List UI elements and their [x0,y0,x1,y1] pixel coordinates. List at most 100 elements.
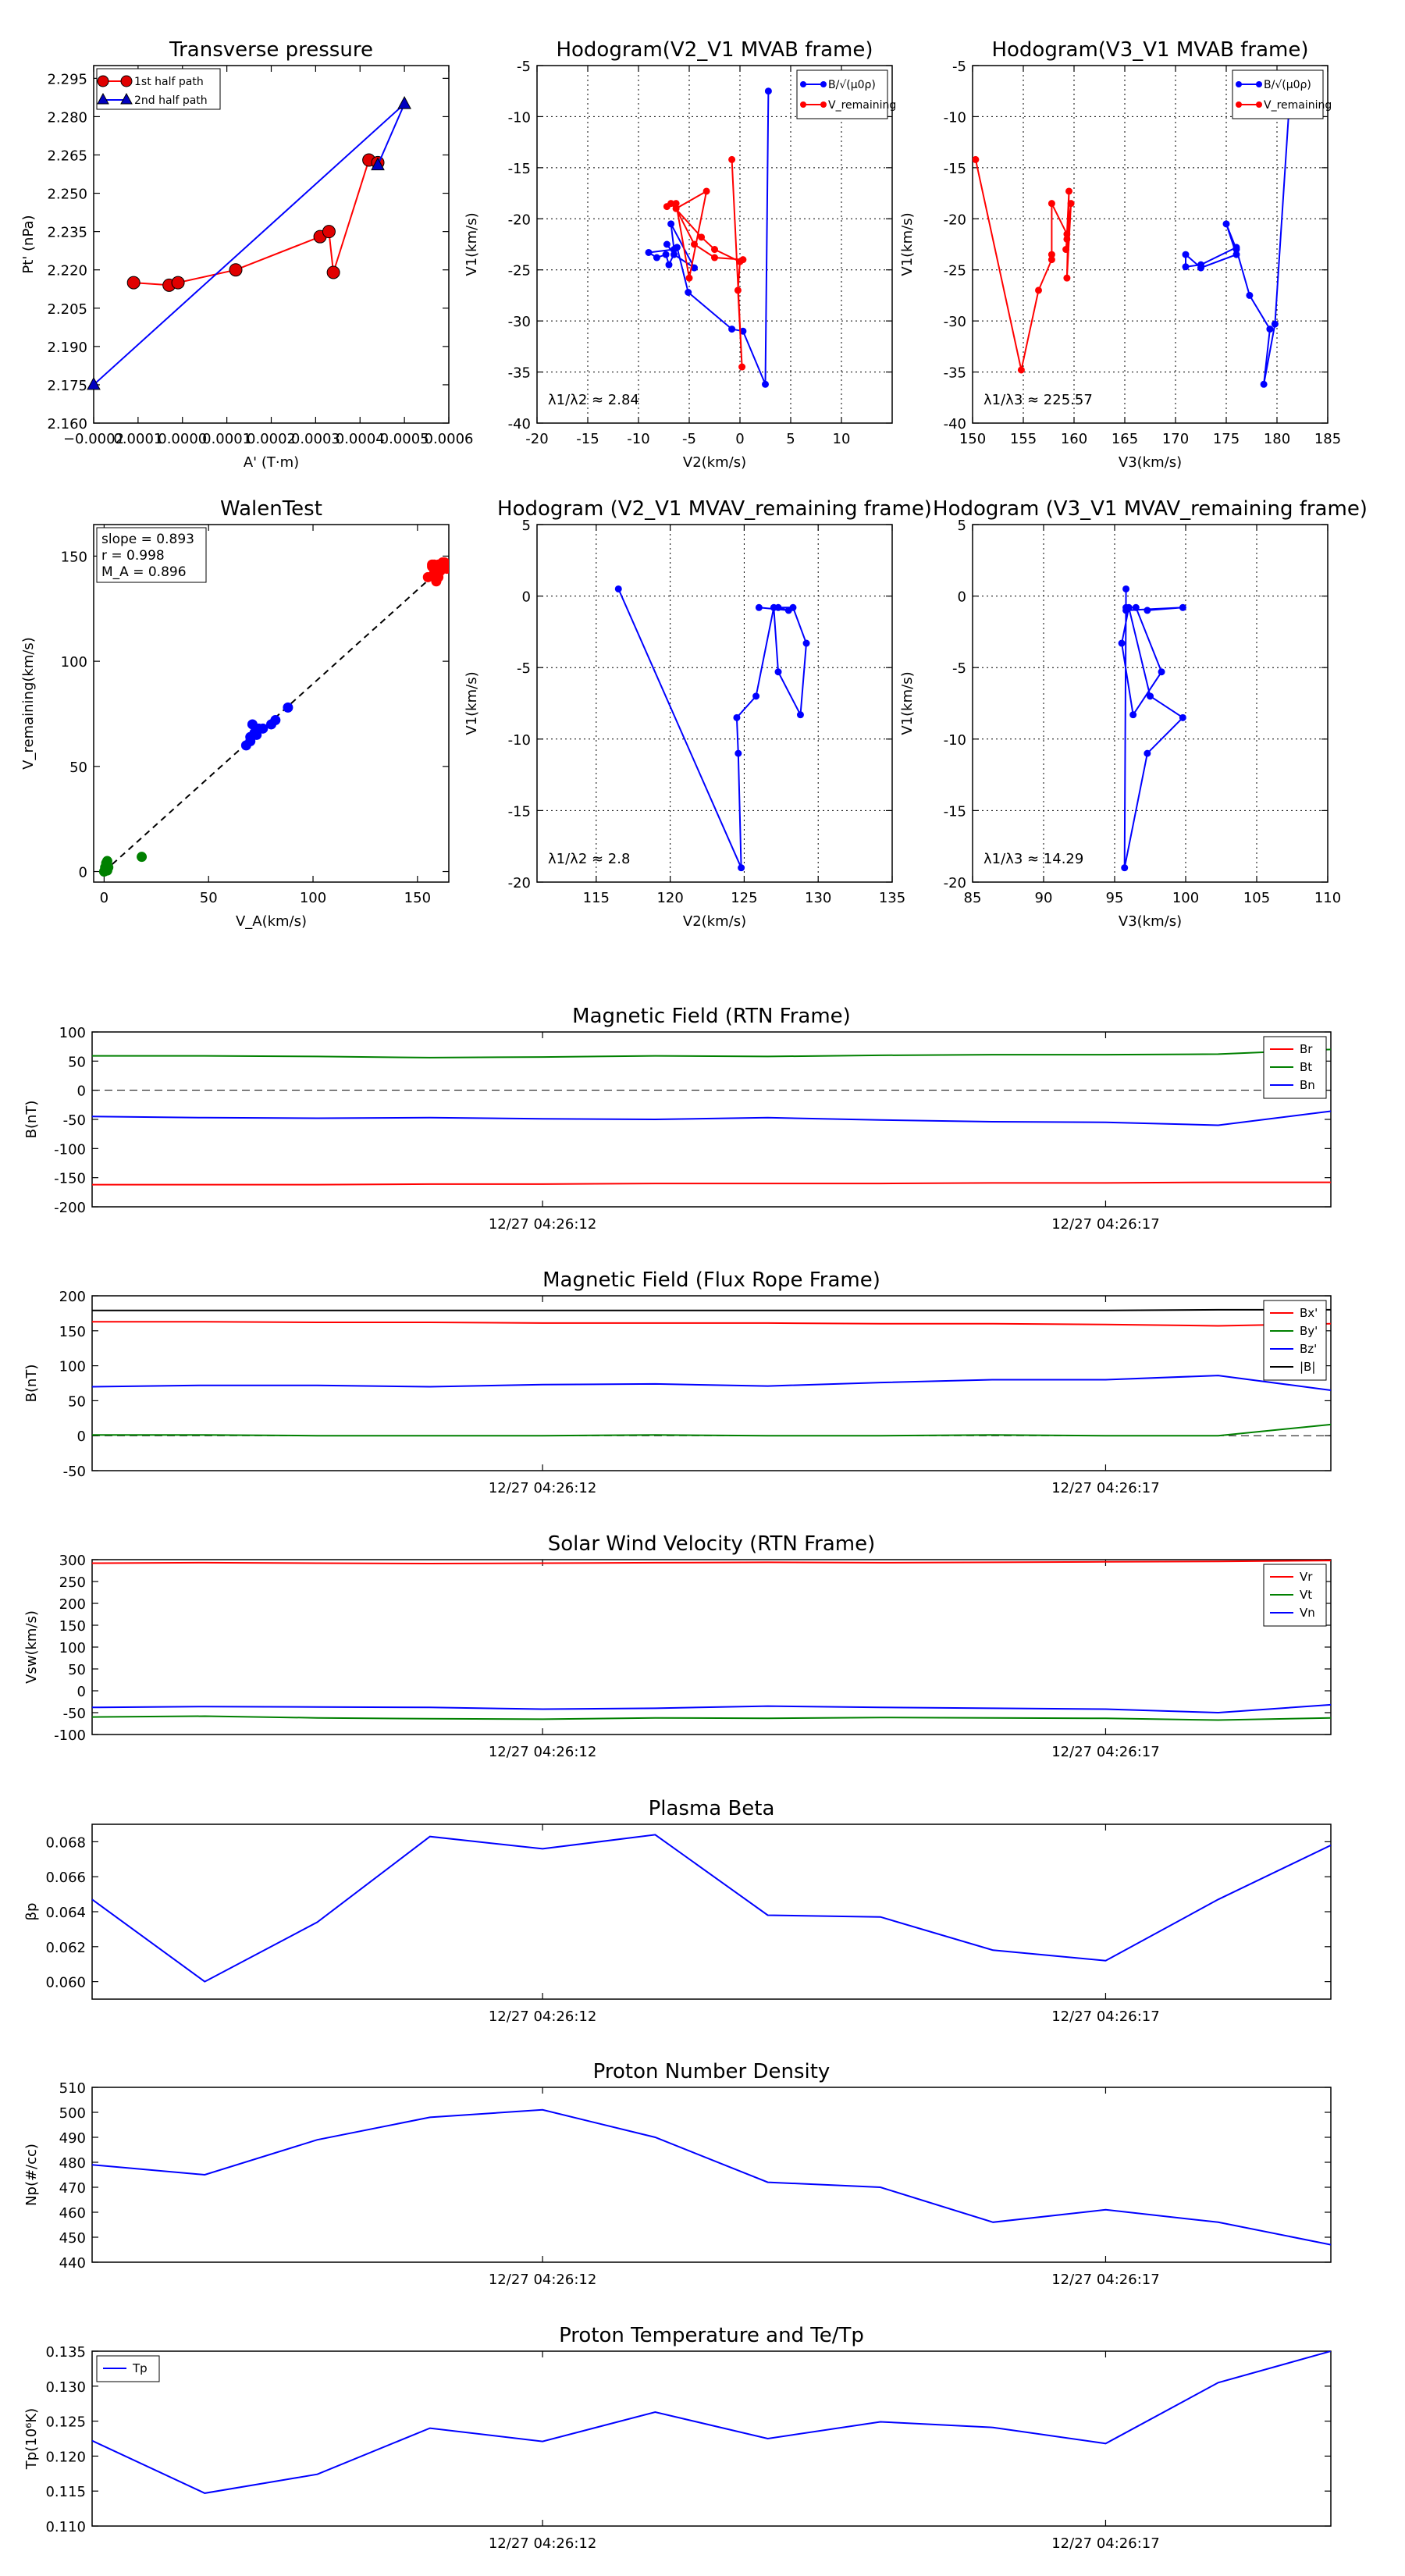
series-line-Br [92,1181,1331,1186]
y-tick-label: 150 [61,549,87,565]
legend: Bx' By' Bz' |B| [1263,1300,1327,1381]
x-tick-label: 0.0000 [158,431,207,447]
y-tick-label: -5 [952,660,966,677]
data-point [1197,261,1204,269]
data-point [728,326,736,333]
y-axis-label: B(nT) [23,1101,40,1139]
chart-h1: Hodogram(V2_V1 MVAB frame) -40 -35 -30 -25 -2… [464,38,896,471]
x-tick-label: -10 [627,431,649,447]
y-tick-label: -20 [508,875,531,891]
data-point [774,668,782,676]
x-tick-label: 115 [583,890,610,906]
data-point [1118,639,1126,647]
x-axis-label: V_A(km/s) [236,913,307,930]
y-tick-label: 0.125 [45,2414,86,2431]
scatter-point-red [437,557,448,568]
scatter-point-blue [270,715,281,726]
legend-label: 2nd half path [134,94,208,107]
chart-title: Hodogram(V2_V1 MVAB frame) [556,38,873,62]
data-point [711,254,718,262]
data-point [1182,251,1190,258]
data-point-2nd-half [371,157,385,171]
y-tick-label: 100 [61,654,87,671]
data-point [1222,220,1230,228]
y-tick-label: 0 [77,1083,86,1100]
data-point [653,254,660,262]
chart-title: Plasma Beta [649,1797,775,1820]
data-point [802,639,810,647]
data-point [739,256,747,264]
x-tick-label: 12/27 04:26:12 [489,2535,596,2552]
y-tick-label: -15 [508,803,531,820]
x-tick-label: 110 [1314,890,1341,906]
data-point [738,864,745,872]
y-tick-label: 100 [59,1025,86,1041]
plot-frame [91,2350,1332,2527]
series-line-2nd-half [94,103,406,386]
chart-title: Hodogram (V3_V1 MVAV_remaining frame) [933,497,1368,521]
x-tick-label: 12/27 04:26:12 [489,1216,596,1233]
y-axis-label: Vsw(km/s) [23,1610,40,1684]
y-tick-label: -35 [508,365,531,382]
y-tick-label: 2.205 [47,301,87,318]
series-line-Bx [92,1321,1331,1327]
y-tick-label: 150 [59,1324,86,1340]
plot-frame [972,65,1329,424]
y-tick-label: 2.295 [47,71,87,87]
data-point [662,251,670,258]
y-tick-label: 0.110 [45,2519,86,2535]
x-tick-label: 12/27 04:26:17 [1051,2535,1159,2552]
scatter-point-blue [283,702,293,713]
plot-frame [91,1559,1332,1735]
series-line-Tp [92,2351,1331,2494]
y-tick-label: 0.130 [45,2379,86,2396]
legend-label: Br [1300,1042,1313,1056]
legend-marker [97,92,109,105]
data-point [1260,380,1268,388]
y-tick-label: 470 [59,2180,86,2197]
legend-marker [800,81,806,87]
data-point [1122,585,1130,592]
legend-label: Vr [1300,1570,1313,1584]
scatter-point-red [433,571,444,582]
x-tick-label: 170 [1162,431,1189,447]
plot-frame [93,65,450,424]
data-point [755,603,763,611]
x-tick-label: 125 [731,890,757,906]
data-point [1121,864,1129,872]
y-tick-label: -15 [944,803,966,820]
chart-beta: Plasma Beta 0.060 0.062 0.064 0.066 0.068 12/2… [23,1797,1332,2025]
chart-vsw: Solar Wind Velocity (RTN Frame) -100 -50 0 5… [23,1532,1332,1760]
y-tick-label: -20 [508,212,531,228]
y-tick-label: -100 [54,1141,86,1158]
eigenvalue-ratio-label: λ1/λ2 ≈ 2.84 [548,392,639,408]
eigenvalue-ratio-label: λ1/λ2 ≈ 2.8 [548,851,630,867]
y-tick-label: 460 [59,2205,86,2222]
eigenvalue-ratio-label: λ1/λ3 ≈ 225.57 [984,392,1093,408]
y-tick-label: 2.265 [47,148,87,165]
data-point [1062,246,1070,254]
y-tick-label: 5 [522,518,531,534]
stats-line: slope = 0.893 [101,532,194,547]
y-tick-label: -10 [508,732,531,749]
y-tick-label: -100 [54,1727,86,1744]
x-tick-label: 85 [964,890,982,906]
x-tick-label: −0.0002 [63,431,124,447]
y-axis-label: B(nT) [23,1364,40,1403]
data-point [1232,251,1240,258]
x-tick-label: 12/27 04:26:17 [1051,1480,1159,1496]
legend-marker [1256,101,1262,108]
plot-frame [91,1823,1332,2000]
y-tick-label: 2.235 [47,225,87,241]
data-point [973,155,980,163]
y-tick-label: 50 [68,1393,86,1410]
y-tick-label: 300 [59,1553,86,1569]
x-tick-label: 0.0001 [113,431,162,447]
scatter-point-red [427,559,438,570]
x-tick-label: 10 [833,431,851,447]
legend: Tp [96,2355,160,2382]
data-point [1144,607,1151,614]
y-axis-label: V1(km/s) [899,212,916,276]
y-tick-label: -50 [63,1464,86,1480]
